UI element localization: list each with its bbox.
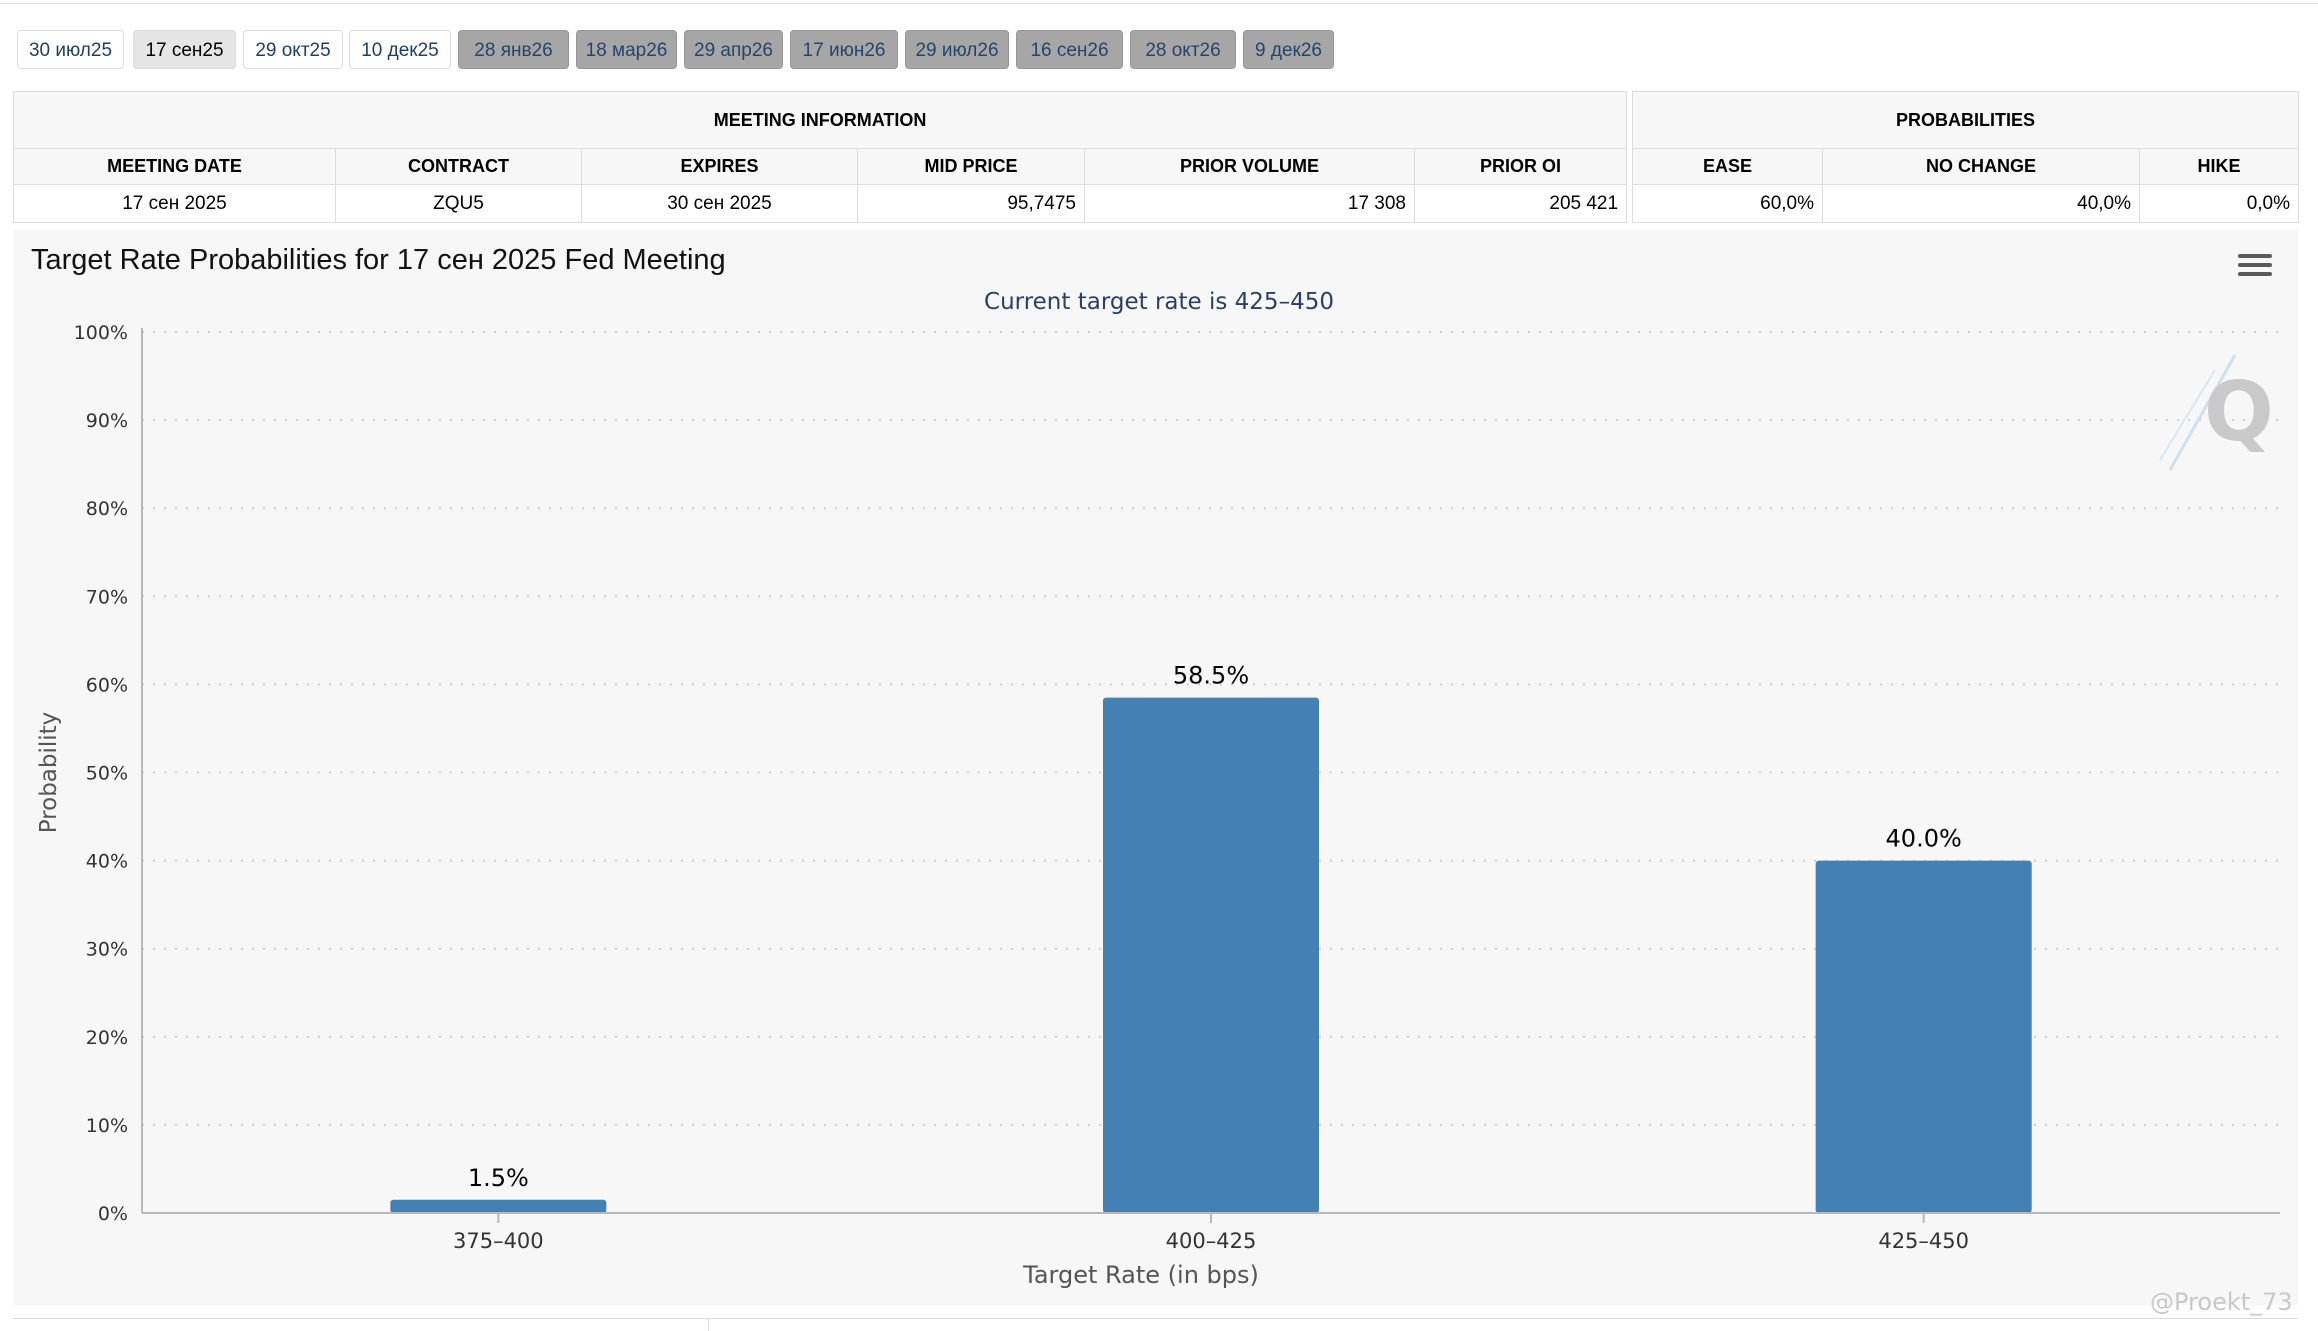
y-tick-label: 0% [98, 1203, 128, 1225]
meeting-information-header: MEETING INFORMATION [12, 91, 1628, 149]
date-tab[interactable]: 17 сен25 [133, 30, 236, 69]
table-cell: ZQU5 [335, 184, 582, 223]
watermark: @Proekt_73 [2150, 1288, 2293, 1316]
probabilities-header: PROBABILITIES [1631, 91, 2300, 149]
date-tab[interactable]: 29 апр26 [684, 30, 783, 69]
column-header: PRIOR VOLUME [1084, 148, 1415, 185]
meeting-information-table: MEETING INFORMATION MEETING DATE CONTRACT… [12, 91, 1628, 223]
y-axis-title: Probability [36, 712, 62, 834]
date-tab[interactable]: 30 июл25 [17, 30, 124, 69]
top-border [0, 0, 2318, 4]
y-tick-label: 80% [86, 498, 128, 520]
date-tab[interactable]: 28 янв26 [458, 30, 569, 69]
bar-data-label: 58.5% [1173, 662, 1249, 690]
y-axis: 0% 10% 20% 30% 40% 50% 60% 70% 80% 90% 100% Probabi… [36, 322, 143, 1225]
chart-subtitle: Current target rate is 425–450 [984, 289, 1334, 315]
x-axis: 375–400 400–425 425–450 Target Rate (in bps… [142, 1212, 2280, 1289]
bottom-panel-edge [13, 1318, 2298, 1331]
x-axis-title: Target Rate (in bps) [1022, 1261, 1259, 1289]
chart-menu-icon[interactable] [2238, 254, 2272, 280]
y-tick-label: 30% [86, 939, 128, 961]
bar[interactable] [1815, 860, 2032, 1213]
y-tick-label: 10% [86, 1115, 128, 1137]
y-tick-label: 90% [86, 410, 128, 432]
date-tab[interactable]: 28 окт26 [1130, 30, 1236, 69]
bar[interactable] [1103, 697, 1319, 1213]
svg-text:Q: Q [2204, 365, 2274, 460]
column-header: CONTRACT [335, 148, 582, 185]
y-tick-label: 40% [86, 851, 128, 873]
date-tab[interactable]: 17 июн26 [790, 30, 898, 69]
date-tab[interactable]: 29 окт25 [243, 30, 343, 69]
date-tab[interactable]: 10 дек25 [349, 30, 451, 69]
column-header: MID PRICE [857, 148, 1085, 185]
table-cell: 40,0% [1822, 184, 2140, 223]
y-tick-label: 70% [86, 586, 128, 608]
table-cell: 95,7475 [857, 184, 1085, 223]
y-tick-label: 20% [86, 1027, 128, 1049]
y-tick-label: 60% [86, 674, 128, 696]
date-tab[interactable]: 29 июл26 [905, 30, 1009, 69]
table-cell: 17 308 [1084, 184, 1415, 223]
date-tab[interactable]: 9 дек26 [1243, 30, 1334, 69]
column-header: NO CHANGE [1822, 148, 2140, 185]
bar-data-label: 40.0% [1886, 825, 1962, 853]
x-tick-label: 425–450 [1878, 1229, 1969, 1253]
q-logo-icon: Q [2159, 354, 2274, 471]
bar-data-labels: 1.5% 58.5% 40.0% [468, 662, 1962, 1192]
table-cell: 60,0% [1632, 184, 1823, 223]
x-tick-label: 400–425 [1166, 1229, 1257, 1253]
column-header: PRIOR OI [1413, 148, 1628, 185]
x-tick-label: 375–400 [453, 1229, 544, 1253]
table-cell: 205 421 [1413, 184, 1628, 223]
bar-data-label: 1.5% [468, 1164, 529, 1192]
probabilities-table: PROBABILITIES EASE NO CHANGE HIKE 60,0% 40,… [1631, 91, 2300, 223]
y-tick-label: 100% [74, 322, 128, 344]
column-header: MEETING DATE [13, 148, 336, 185]
table-cell: 0,0% [2138, 184, 2300, 223]
column-header: HIKE [2138, 148, 2300, 185]
date-tab[interactable]: 16 сен26 [1016, 30, 1123, 69]
y-tick-label: 50% [86, 763, 128, 785]
chart-bars [390, 697, 2032, 1213]
chart-title: Target Rate Probabilities for 17 сен 202… [31, 244, 726, 276]
date-tab[interactable]: 18 мар26 [576, 30, 677, 69]
column-header: EASE [1632, 148, 1823, 185]
table-cell: 17 сен 2025 [13, 184, 336, 223]
bar[interactable] [390, 1199, 607, 1213]
table-cell: 30 сен 2025 [581, 184, 858, 223]
